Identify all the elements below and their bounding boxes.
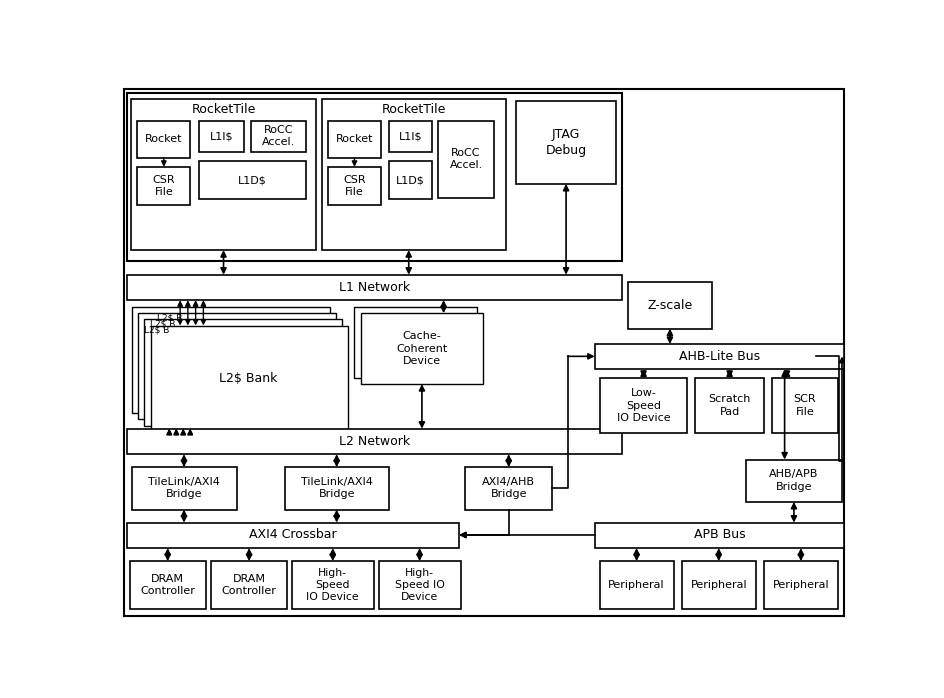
Text: L1I$: L1I$ — [398, 131, 422, 141]
Text: Peripheral: Peripheral — [772, 580, 828, 590]
Text: RoCC
Accel.: RoCC Accel. — [449, 148, 482, 170]
Bar — [771, 378, 837, 433]
Text: Cache-
Coherent
Device: Cache- Coherent Device — [396, 332, 447, 366]
Text: RocketTile: RocketTile — [191, 103, 256, 116]
Bar — [745, 459, 841, 502]
Text: Rocket: Rocket — [335, 134, 373, 144]
Bar — [354, 307, 477, 378]
Text: AXI4/AHB
Bridge: AXI4/AHB Bridge — [481, 477, 534, 499]
Bar — [138, 121, 190, 158]
Text: Low-
Speed
IO Device: Low- Speed IO Device — [616, 388, 669, 423]
Bar — [464, 467, 551, 510]
Text: Scratch
Pad: Scratch Pad — [708, 394, 750, 417]
Bar — [293, 561, 374, 609]
Text: DRAM
Controller: DRAM Controller — [140, 574, 195, 596]
Bar — [211, 561, 287, 609]
Text: AHB-Lite Bus: AHB-Lite Bus — [678, 350, 759, 363]
Bar — [515, 101, 615, 184]
Bar — [127, 523, 459, 548]
Bar — [198, 161, 306, 199]
Bar — [198, 121, 244, 151]
Text: L1D$: L1D$ — [396, 175, 424, 185]
Text: SCR
File: SCR File — [793, 394, 816, 417]
Text: L1I$: L1I$ — [210, 131, 233, 141]
Text: L2$ Bank: L2$ Bank — [219, 372, 278, 385]
Bar — [132, 307, 329, 413]
Bar — [594, 523, 843, 548]
Bar — [144, 320, 342, 426]
Text: CSR
File: CSR File — [152, 175, 175, 198]
Bar — [599, 378, 686, 433]
Text: Rocket: Rocket — [145, 134, 182, 144]
Text: L2$ B: L2$ B — [150, 320, 176, 329]
Text: L1D$: L1D$ — [238, 175, 266, 185]
Bar — [594, 344, 843, 369]
Text: TileLink/AXI4
Bridge: TileLink/AXI4 Bridge — [300, 477, 372, 499]
Text: AXI4 Crossbar: AXI4 Crossbar — [249, 528, 337, 542]
Bar — [328, 167, 380, 205]
Bar — [328, 121, 380, 158]
Bar — [764, 561, 837, 609]
Bar — [127, 93, 621, 261]
Text: JTAG
Debug: JTAG Debug — [545, 128, 586, 157]
Text: RocketTile: RocketTile — [381, 103, 446, 116]
Bar — [389, 121, 431, 151]
Bar — [694, 378, 764, 433]
Text: L2$ B: L2$ B — [157, 313, 182, 322]
Bar — [389, 161, 431, 199]
Text: RoCC
Accel.: RoCC Accel. — [261, 125, 295, 147]
Bar — [131, 99, 315, 250]
Bar — [129, 561, 206, 609]
Bar — [127, 429, 621, 454]
Text: Peripheral: Peripheral — [608, 580, 665, 590]
Text: APB Bus: APB Bus — [693, 528, 745, 542]
Bar — [682, 561, 755, 609]
Text: TileLink/AXI4
Bridge: TileLink/AXI4 Bridge — [148, 477, 220, 499]
Bar — [438, 121, 494, 198]
Text: High-
Speed
IO Device: High- Speed IO Device — [306, 567, 359, 602]
Text: Z-scale: Z-scale — [647, 299, 692, 312]
Bar — [628, 283, 711, 329]
Text: High-
Speed IO
Device: High- Speed IO Device — [395, 567, 444, 602]
Bar — [150, 325, 348, 432]
Bar — [599, 561, 673, 609]
Bar — [138, 313, 335, 419]
Bar — [361, 313, 482, 384]
Bar — [127, 275, 621, 300]
Text: L2$ B: L2$ B — [144, 326, 169, 334]
Text: AHB/APB
Bridge: AHB/APB Bridge — [768, 469, 818, 491]
Bar — [250, 121, 306, 151]
Bar — [284, 467, 389, 510]
Text: L1 Network: L1 Network — [339, 281, 410, 294]
Text: CSR
File: CSR File — [343, 175, 365, 198]
Text: L2 Network: L2 Network — [339, 436, 410, 448]
Bar — [379, 561, 460, 609]
Text: Peripheral: Peripheral — [690, 580, 747, 590]
Bar — [322, 99, 506, 250]
Bar — [138, 167, 190, 205]
Bar — [132, 467, 236, 510]
Text: DRAM
Controller: DRAM Controller — [222, 574, 277, 596]
